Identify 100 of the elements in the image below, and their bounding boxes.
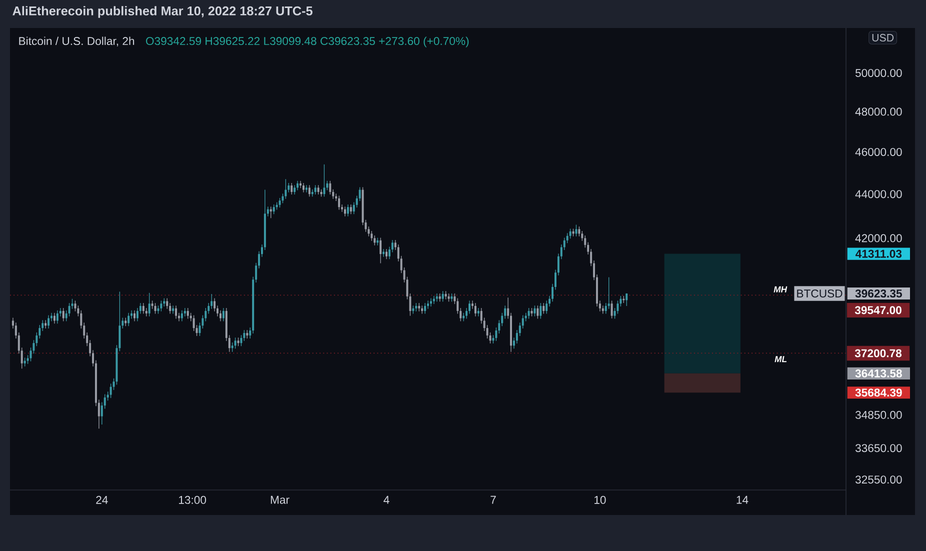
candlestick: [358, 186, 361, 202]
ref-line-label: 39547.00: [854, 306, 902, 314]
y-tick-label: 48000.00: [855, 108, 902, 116]
y-tick-label: 35684.39: [855, 388, 902, 397]
annotation: MH: [774, 286, 788, 292]
candlestick: [578, 226, 580, 237]
x-tick-label: 4: [384, 496, 390, 504]
candlestick: [300, 180, 302, 188]
candlestick: [71, 298, 74, 310]
candlestick: [569, 228, 572, 239]
candlestick: [489, 332, 492, 344]
candlestick: [270, 206, 272, 218]
text: O39342.59 H39625.22 L39099.48 C39623.35 +273.60 (+0.70%): [146, 36, 469, 48]
candlestick: [62, 308, 64, 322]
x-tick-label: Mar: [270, 496, 290, 504]
candlestick: [53, 312, 56, 324]
candlestick: [284, 178, 287, 200]
candlestick: [68, 302, 70, 317]
candlestick: [160, 300, 162, 312]
candlestick: [536, 305, 539, 320]
candlestick: [616, 300, 619, 314]
candlestick: [302, 182, 304, 193]
y-tick-label: 34850.00: [855, 410, 902, 419]
annotation: BTCUSD: [797, 289, 842, 298]
text: USD: [872, 34, 894, 42]
candlestick: [294, 184, 296, 195]
x-tick-label: 10: [594, 496, 606, 504]
candlestick: [148, 292, 150, 317]
y-tick-label: 44000.00: [855, 190, 902, 198]
candlestick: [468, 300, 471, 314]
candlestick: [329, 180, 332, 195]
candlestick: [44, 320, 47, 329]
candlestick: [495, 327, 498, 342]
candlestick: [317, 184, 320, 195]
candlestick: [186, 308, 189, 320]
candlestick: [424, 302, 426, 314]
candlestick: [581, 230, 584, 242]
candlestick: [344, 206, 346, 217]
x-tick-label: 24: [96, 496, 108, 504]
candlestick: [278, 198, 281, 208]
candlestick: [180, 310, 183, 322]
candlestick: [166, 298, 168, 310]
y-tick-label: 46000.00: [855, 148, 902, 156]
candlestick: [175, 305, 178, 320]
candlestick: [430, 298, 432, 307]
candlestick: [456, 298, 459, 314]
candlestick: [290, 182, 293, 195]
candlestick: [305, 184, 308, 193]
candlestick: [610, 300, 613, 319]
y-tick-label: 42000.00: [855, 234, 902, 242]
candlestick: [282, 193, 284, 204]
y-tick-label: 39623.35: [855, 290, 902, 298]
candlestick: [172, 305, 174, 314]
candlestick: [386, 248, 388, 260]
candlestick: [350, 204, 352, 214]
candlestick: [272, 204, 275, 214]
candlestick: [626, 293, 628, 306]
candlestick: [566, 232, 568, 244]
text: AliEtherecoin published Mar 10, 2022 18:27 UTC-5: [12, 6, 312, 18]
ref-line-label: 37200.78: [854, 349, 902, 358]
candlestick: [421, 305, 424, 314]
y-tick-label: 41311.03: [856, 250, 902, 258]
candlestick: [346, 204, 349, 217]
text: Bitcoin / U.S. Dollar, 2h: [19, 36, 134, 46]
candlestick: [74, 300, 76, 312]
candlestick: [48, 314, 50, 329]
candlestick: [314, 184, 316, 195]
x-tick-label: 7: [490, 496, 496, 504]
candlestick: [198, 322, 201, 336]
candlestick: [374, 235, 376, 246]
y-tick-label: 32550.00: [855, 476, 902, 484]
candlestick: [338, 195, 340, 210]
candlestick: [442, 290, 444, 302]
candlestick: [540, 302, 542, 320]
candlestick: [128, 312, 130, 326]
candlestick: [608, 276, 610, 310]
x-tick-label: 13:00: [179, 496, 206, 504]
candlestick: [370, 230, 373, 242]
candlestick: [154, 302, 156, 314]
y-tick-label: 50000.00: [855, 68, 902, 77]
candlestick: [56, 310, 58, 324]
candlestick: [240, 334, 242, 346]
candlestick: [546, 300, 548, 314]
candlestick: [522, 314, 524, 329]
candlestick: [534, 305, 536, 317]
candlestick: [323, 164, 326, 197]
candlestick: [380, 237, 382, 264]
candlestick: [222, 308, 224, 322]
candlestick: [542, 302, 545, 314]
candlestick: [474, 302, 476, 317]
candlestick: [142, 302, 144, 314]
candlestick: [575, 224, 578, 237]
candlestick: [584, 235, 586, 248]
candlestick: [308, 184, 310, 197]
y-tick-label: 36413.58: [855, 369, 902, 378]
candlestick: [234, 337, 236, 349]
y-tick-label: 33650.00: [855, 444, 902, 452]
annotation: ML: [774, 356, 787, 362]
candlestick: [296, 180, 299, 191]
candlestick: [169, 302, 172, 314]
